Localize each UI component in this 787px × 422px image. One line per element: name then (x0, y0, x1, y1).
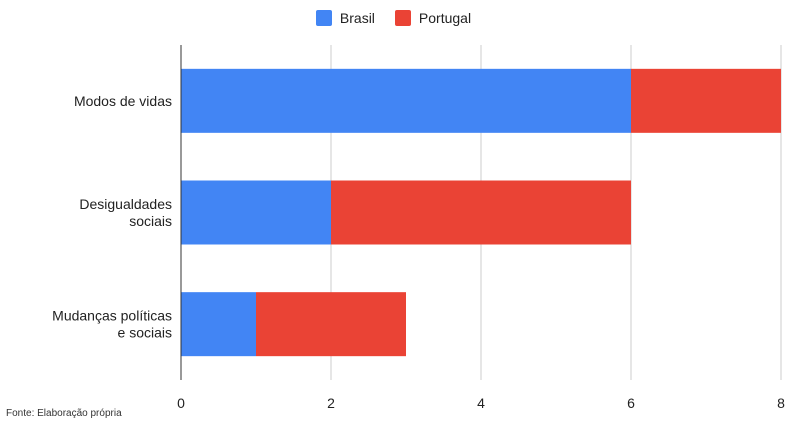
bar-portugal (331, 180, 631, 245)
category-label: e sociais (118, 325, 172, 341)
bar-portugal (631, 68, 781, 133)
legend-swatch-portugal (394, 10, 411, 26)
x-tick-label: 4 (477, 395, 485, 411)
category-label: Desigualdades (79, 196, 172, 212)
category-label: Modos de vidas (74, 93, 172, 109)
bar-brasil (181, 180, 331, 245)
legend-item-brasil[interactable]: Brasil (315, 10, 375, 26)
bar-portugal (256, 292, 406, 357)
legend: Brasil Portugal (0, 7, 787, 29)
category-label: sociais (129, 213, 172, 229)
legend-swatch-brasil (315, 10, 332, 26)
legend-label-portugal: Portugal (418, 10, 472, 26)
bar-brasil (181, 68, 631, 133)
legend-item-portugal[interactable]: Portugal (394, 10, 472, 26)
x-tick-label: 2 (327, 395, 335, 411)
x-tick-label: 6 (627, 395, 635, 411)
x-tick-label: 8 (777, 395, 785, 411)
bar-brasil (181, 292, 256, 357)
category-label: Mudanças políticas (52, 308, 172, 324)
source-note: Fonte: Elaboração própria (6, 408, 122, 419)
x-tick-label: 0 (177, 395, 185, 411)
legend-label-brasil: Brasil (339, 10, 375, 26)
